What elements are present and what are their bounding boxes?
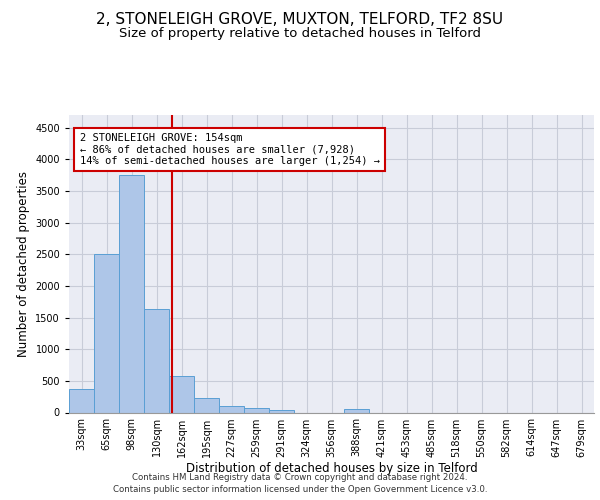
Text: 2, STONELEIGH GROVE, MUXTON, TELFORD, TF2 8SU: 2, STONELEIGH GROVE, MUXTON, TELFORD, TF… — [97, 12, 503, 28]
X-axis label: Distribution of detached houses by size in Telford: Distribution of detached houses by size … — [185, 462, 478, 475]
Text: Contains public sector information licensed under the Open Government Licence v3: Contains public sector information licen… — [113, 485, 487, 494]
Text: Size of property relative to detached houses in Telford: Size of property relative to detached ho… — [119, 28, 481, 40]
Bar — [344, 409, 369, 412]
Bar — [94, 254, 119, 412]
Bar — [244, 408, 269, 412]
Bar — [119, 175, 144, 412]
Bar — [169, 376, 194, 412]
Text: 2 STONELEIGH GROVE: 154sqm
← 86% of detached houses are smaller (7,928)
14% of s: 2 STONELEIGH GROVE: 154sqm ← 86% of deta… — [79, 133, 380, 166]
Bar — [219, 406, 244, 412]
Bar — [144, 308, 169, 412]
Bar — [69, 389, 94, 412]
Bar — [269, 410, 294, 412]
Y-axis label: Number of detached properties: Number of detached properties — [17, 171, 29, 357]
Text: Contains HM Land Registry data © Crown copyright and database right 2024.: Contains HM Land Registry data © Crown c… — [132, 472, 468, 482]
Bar — [194, 398, 219, 412]
